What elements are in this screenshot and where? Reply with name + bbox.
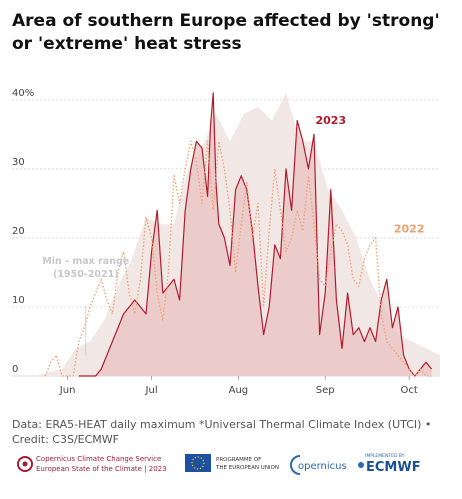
y-tick-label: 0: [12, 364, 18, 375]
x-tick-label: Aug: [229, 385, 249, 396]
c3s-line2: European State of the Climate | 2023: [36, 465, 167, 473]
footer-logos: Copernicus Climate Change Service Europe…: [17, 453, 421, 475]
eu-logo: PROGRAMME OF THE EUROPEAN UNION: [185, 454, 279, 472]
y-tick-label: 40%: [12, 88, 34, 99]
c3s-logo: Copernicus Climate Change Service Europe…: [17, 455, 167, 473]
series-2022: [44, 140, 432, 377]
labels: 2023 2022 Min - max range (1950-2021): [42, 114, 425, 356]
eu-line2: THE EUROPEAN UNION: [215, 465, 279, 471]
series-2022-line: [44, 140, 432, 377]
range-label-line: Min - max range: [42, 256, 129, 267]
eu-line1: PROGRAMME OF: [216, 457, 261, 463]
copernicus-text: opernicus: [298, 461, 347, 472]
chart-title: Area of southern Europe affected by 'str…: [12, 11, 440, 54]
y-tick-label: 30: [12, 157, 25, 168]
copernicus-swoosh-icon: [290, 455, 301, 475]
eu-flag-icon: [185, 454, 211, 472]
ecmwf-text: ECMWF: [366, 460, 421, 475]
y-tick-label: 20: [12, 226, 25, 237]
series-2023-fill: [78, 92, 432, 377]
ecmwf-small: IMPLEMENTED BY: [365, 453, 405, 459]
label-2023: 2023: [315, 114, 346, 127]
c3s-icon: [17, 456, 33, 472]
x-tick-label: Sep: [316, 385, 335, 396]
x-axis: Jun Jul Aug Sep Oct: [59, 376, 418, 396]
copernicus-logo: opernicus: [290, 455, 347, 475]
c3s-line1: Copernicus Climate Change Service: [36, 455, 161, 463]
label-2022: 2022: [394, 222, 425, 235]
x-tick-label: Oct: [401, 385, 418, 396]
ecmwf-logo: IMPLEMENTED BY ECMWF: [358, 453, 421, 475]
chart: 0 10 20 30 40% Jun Jul Aug Sep Oct 2023 2022 Min -…: [12, 88, 440, 396]
ecmwf-icon: [358, 462, 364, 468]
y-tick-label: 10: [12, 295, 25, 306]
range-label-line: (1950-2021): [53, 269, 119, 280]
x-tick-label: Jun: [59, 385, 76, 396]
x-tick-label: Jul: [145, 385, 158, 396]
source-note: Data: ERA5-HEAT daily maximum *Universal…: [12, 418, 432, 446]
